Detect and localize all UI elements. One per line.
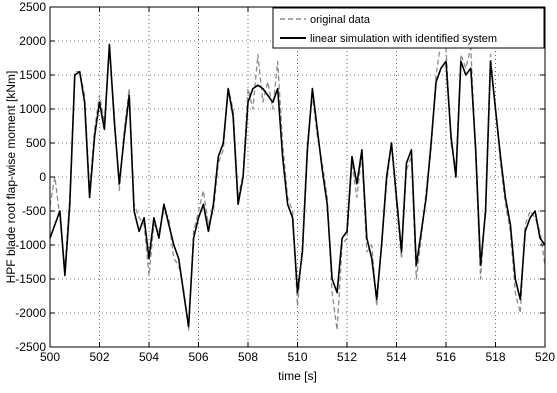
legend: original data linear simulation with ide… xyxy=(272,7,545,49)
x-tick-label: 510 xyxy=(287,350,307,364)
legend-label-original-data: original data xyxy=(310,14,371,26)
x-tick-label: 506 xyxy=(188,350,208,364)
x-tick-label: 500 xyxy=(40,350,60,364)
x-tick-label: 512 xyxy=(337,350,357,364)
x-tick-label: 514 xyxy=(386,350,406,364)
x-tick-label: 508 xyxy=(238,350,258,364)
x-tick-label: 516 xyxy=(436,350,456,364)
y-tick-label: -1500 xyxy=(15,272,46,286)
y-tick-label: -2000 xyxy=(15,306,46,320)
x-tick-label: 504 xyxy=(139,350,159,364)
y-tick-label: -1000 xyxy=(15,238,46,252)
legend-label-linear-simulation: linear simulation with identified system xyxy=(310,33,497,45)
series-line-linear-simulation xyxy=(49,43,546,328)
legend-box xyxy=(272,7,545,49)
x-tick-label: 502 xyxy=(89,350,109,364)
x-axis-label: time [s] xyxy=(278,369,317,383)
y-tick-label: 1000 xyxy=(19,102,46,116)
plot-lines xyxy=(49,40,546,331)
y-tick-label: 500 xyxy=(26,136,46,150)
y-tick-label: -2500 xyxy=(15,340,46,354)
axis-ticks: 500 502 504 506 508 510 512 514 516 518 520 -2500 -2… xyxy=(15,0,555,364)
y-tick-label: 1500 xyxy=(19,68,46,82)
y-tick-label: -500 xyxy=(22,204,46,218)
x-tick-label: 520 xyxy=(535,350,555,364)
x-tick-label: 518 xyxy=(485,350,505,364)
y-tick-label: 0 xyxy=(39,170,46,184)
y-tick-label: 2000 xyxy=(19,34,46,48)
y-tick-label: 2500 xyxy=(19,0,46,14)
y-axis-label: HPF blade root flap-wise moment [kNm] xyxy=(4,71,18,284)
